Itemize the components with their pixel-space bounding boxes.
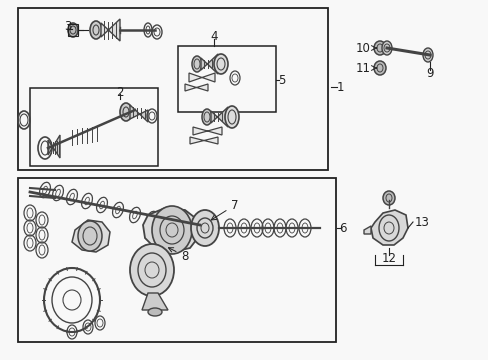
Polygon shape: [193, 127, 222, 135]
Text: 12: 12: [381, 252, 396, 265]
Ellipse shape: [148, 308, 162, 316]
Text: 6: 6: [339, 221, 346, 234]
Text: 5: 5: [278, 73, 285, 86]
Bar: [178, 46, 275, 112]
Text: 4: 4: [210, 30, 217, 42]
Ellipse shape: [192, 56, 202, 72]
Polygon shape: [142, 208, 200, 252]
Ellipse shape: [191, 210, 219, 246]
Text: 8: 8: [168, 248, 188, 262]
Ellipse shape: [78, 221, 102, 251]
Polygon shape: [142, 293, 168, 310]
Polygon shape: [48, 135, 60, 158]
Polygon shape: [101, 19, 120, 41]
Text: 3: 3: [64, 19, 72, 32]
Text: 7: 7: [211, 198, 238, 220]
Text: 1: 1: [336, 81, 343, 94]
Text: 9: 9: [426, 67, 433, 80]
Ellipse shape: [382, 191, 394, 205]
Ellipse shape: [224, 106, 239, 128]
Polygon shape: [210, 107, 227, 127]
Polygon shape: [130, 105, 148, 122]
Polygon shape: [201, 54, 218, 74]
Polygon shape: [370, 210, 407, 245]
Polygon shape: [184, 84, 207, 91]
Text: 13: 13: [414, 216, 429, 229]
Ellipse shape: [214, 54, 227, 74]
Polygon shape: [363, 226, 370, 234]
Bar: [18, 178, 335, 342]
Ellipse shape: [373, 41, 385, 55]
Bar: [18, 8, 327, 170]
Polygon shape: [190, 137, 218, 144]
Text: 10: 10: [355, 41, 376, 54]
Polygon shape: [189, 73, 215, 82]
Ellipse shape: [152, 206, 192, 254]
Ellipse shape: [422, 48, 432, 62]
Bar: [30, 88, 158, 166]
Polygon shape: [72, 220, 110, 252]
Text: 11: 11: [355, 62, 376, 75]
Ellipse shape: [130, 244, 174, 296]
Ellipse shape: [120, 103, 132, 121]
Ellipse shape: [381, 41, 391, 55]
Ellipse shape: [202, 109, 212, 125]
Ellipse shape: [68, 23, 78, 37]
Ellipse shape: [373, 61, 385, 75]
Ellipse shape: [90, 21, 102, 39]
Text: 2: 2: [116, 86, 123, 99]
